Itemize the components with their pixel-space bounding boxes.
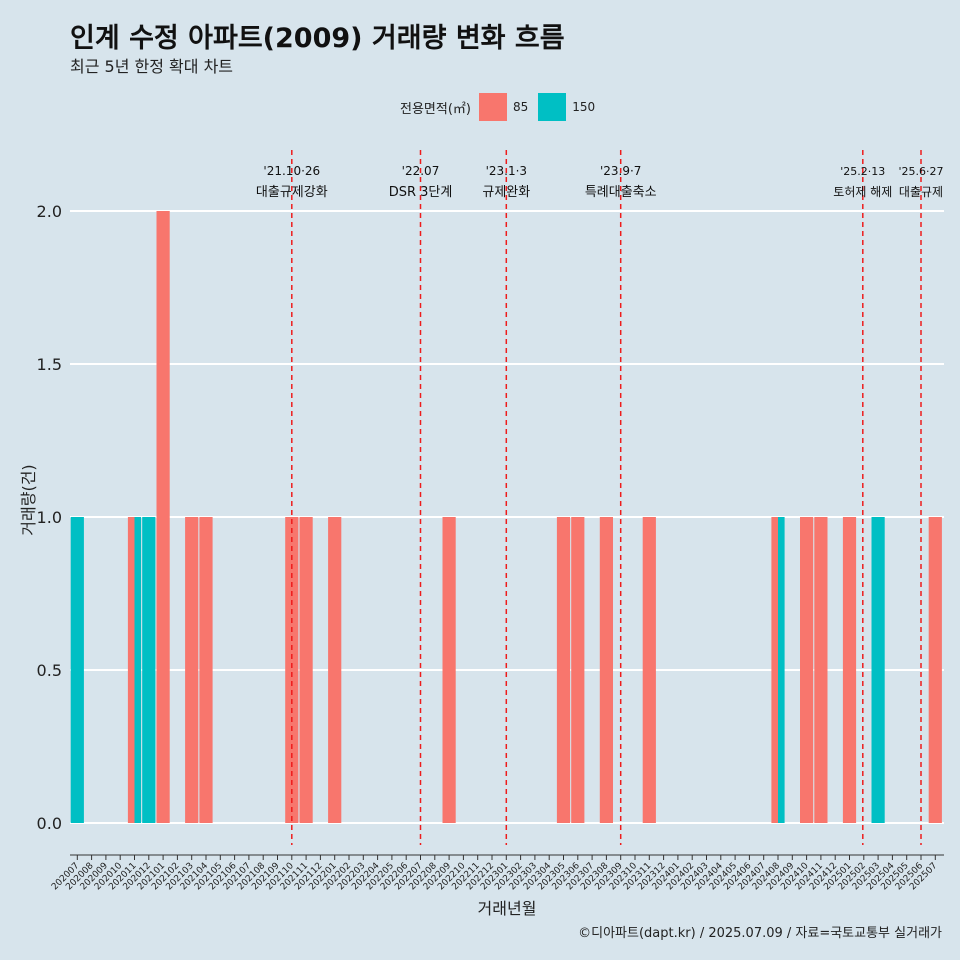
bar-85 xyxy=(571,517,585,823)
legend-title: 전용면적(㎡) xyxy=(400,101,471,117)
y-axis-title: 거래량(건) xyxy=(19,464,38,535)
bar-85 xyxy=(928,517,942,823)
bar-85 xyxy=(127,517,135,823)
x-axis-title: 거래년월 xyxy=(478,899,537,918)
bar-85 xyxy=(185,517,199,823)
bar-85 xyxy=(556,517,571,823)
y-tick-label: 0.5 xyxy=(37,661,62,680)
bar-150 xyxy=(778,517,785,823)
y-tick-label: 1.0 xyxy=(37,508,62,527)
event-date-label: '25.2·13 xyxy=(840,165,885,178)
chart-subtitle: 최근 5년 한정 확대 차트 xyxy=(70,57,234,76)
event-date-label: '23.1·3 xyxy=(486,164,527,178)
event-name-label: DSR 3단계 xyxy=(389,185,453,200)
source-caption: ©디아파트(dapt.kr) / 2025.07.09 / 자료=국토교통부 실… xyxy=(578,926,942,941)
y-tick-label: 1.5 xyxy=(37,355,62,374)
event-name-label: 특례대출축소 xyxy=(585,185,657,200)
bar-150 xyxy=(70,517,84,823)
y-tick-label: 2.0 xyxy=(37,202,62,221)
chart-title: 인계 수정 아파트(2009) 거래량 변화 흐름 xyxy=(70,23,565,54)
bar-85 xyxy=(285,517,299,823)
bar-85 xyxy=(199,517,213,823)
bar-85 xyxy=(771,517,778,823)
bar-150 xyxy=(134,517,142,823)
bar-150 xyxy=(871,517,885,823)
legend-label-150: 150 xyxy=(572,100,596,114)
event-name-label: 대출규제강화 xyxy=(256,185,328,200)
bar-150 xyxy=(142,517,156,823)
bar-85 xyxy=(442,517,456,823)
bar-85 xyxy=(800,517,814,823)
legend: 전용면적(㎡) 85 150 xyxy=(400,92,597,122)
bar-85 xyxy=(599,517,613,823)
event-date-label: '21.10·26 xyxy=(263,164,320,178)
legend-label-85: 85 xyxy=(512,100,529,114)
legend-swatch-150 xyxy=(538,93,567,121)
bar-85 xyxy=(642,517,656,823)
legend-swatch-85 xyxy=(478,93,507,121)
event-name-label: 규제완화 xyxy=(482,185,530,200)
bar-85 xyxy=(814,517,828,823)
event-date-label: '22.07 xyxy=(402,164,440,178)
bar-85 xyxy=(156,211,170,823)
bar-85 xyxy=(842,517,857,823)
event-name-label: 토허제 해제 xyxy=(833,185,892,199)
event-name-label: 대출규제 xyxy=(899,185,943,199)
bar-85 xyxy=(299,517,313,823)
event-date-label: '23.9·7 xyxy=(600,164,641,178)
event-date-label: '25.6·27 xyxy=(898,165,943,178)
bar-85 xyxy=(328,517,342,823)
y-tick-label: 0.0 xyxy=(37,814,62,833)
